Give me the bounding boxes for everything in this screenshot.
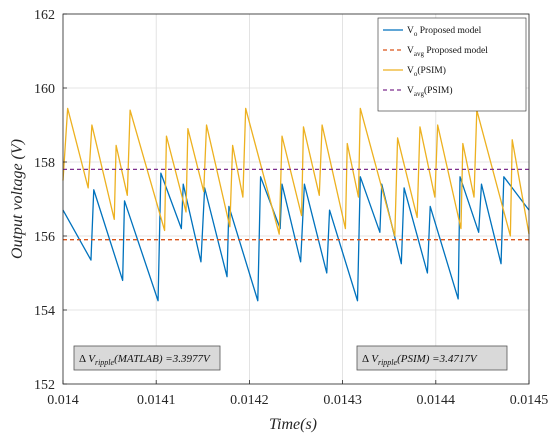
y-axis-label: Output voltage (V) — [9, 139, 26, 259]
x-tick-label: 0.0141 — [137, 393, 176, 408]
annotation-psim: Δ Vripple(PSIM) =3.4717V — [356, 345, 508, 371]
legend-box — [377, 17, 527, 112]
annotation-text-matlab: Δ Vripple(MATLAB) =3.3977V — [79, 353, 211, 367]
annotation-delta: Δ — [79, 353, 88, 365]
y-tick-label: 162 — [34, 8, 55, 23]
y-tick-label: 158 — [34, 156, 55, 171]
annotation-box-matlab — [73, 345, 221, 371]
tick-labels: 0.014 0.0141 0.0142 0.0143 0.0144 0.0145 152 15… — [34, 8, 548, 408]
x-tick-label: 0.0144 — [417, 393, 456, 408]
x-tick-label: 0.0143 — [323, 393, 362, 408]
legend: Vo Proposed model Vavg Proposed model Vo(P… — [377, 17, 527, 112]
series-lines — [62, 107, 530, 302]
plot-frame — [62, 13, 530, 385]
legend-items: Vo Proposed model Vavg Proposed model Vo(P… — [383, 26, 488, 98]
y-tick-label: 152 — [34, 378, 55, 393]
x-tick-label: 0.0142 — [230, 393, 269, 408]
y-tick-label: 156 — [34, 230, 55, 245]
legend-label: Vo(PSIM) — [407, 65, 446, 78]
series-line-0 — [62, 172, 530, 302]
x-tick-label: 0.014 — [47, 393, 79, 408]
legend-label: Vavg Proposed model — [407, 46, 488, 58]
x-tick-label: 0.0145 — [510, 393, 549, 408]
annotation-delta: Δ — [362, 353, 371, 365]
annotation-text-psim: Δ Vripple(PSIM) =3.4717V — [362, 353, 478, 367]
legend-label: Vavg(PSIM) — [407, 85, 453, 98]
x-axis-label: Time(s) — [269, 416, 317, 433]
y-tick-label: 154 — [34, 304, 55, 319]
legend-label: Vo Proposed model — [407, 26, 482, 38]
annotation-box-psim — [356, 345, 508, 371]
annotation-matlab: Δ Vripple(MATLAB) =3.3977V — [73, 345, 221, 371]
series-line-1 — [62, 107, 530, 237]
y-tick-label: 160 — [34, 82, 55, 97]
